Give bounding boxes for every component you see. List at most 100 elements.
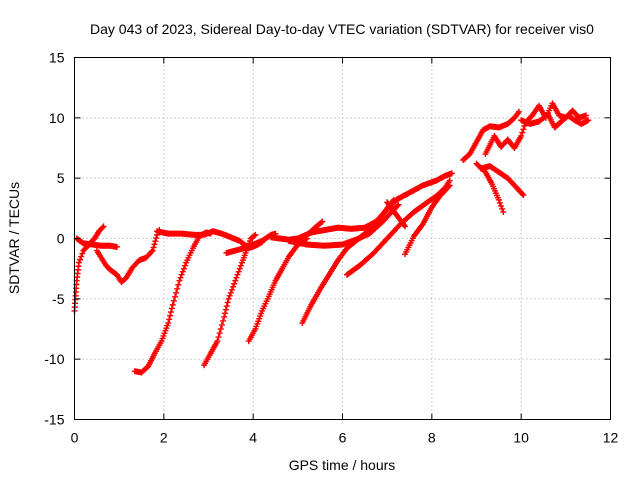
data-point <box>99 224 106 231</box>
data-point <box>178 271 185 278</box>
y-tick-label: 0 <box>57 231 65 247</box>
series-track-7 <box>201 231 259 369</box>
data-point <box>394 202 401 209</box>
data-point <box>496 199 503 206</box>
data-point <box>168 305 175 312</box>
data-point <box>519 191 526 198</box>
x-tick-label: 8 <box>428 430 436 446</box>
series-track-20 <box>477 163 527 199</box>
x-tick-label: 10 <box>513 430 529 446</box>
axis-ticks: 0 2 4 6 8 10 12 -15 -10 -5 0 5 10 15 <box>44 50 618 446</box>
data-point <box>445 183 452 190</box>
data-point <box>222 306 229 313</box>
data-point <box>519 129 526 136</box>
data-point <box>224 299 231 306</box>
data-point <box>100 223 107 230</box>
data-point <box>498 202 505 209</box>
series-track-12 <box>299 225 377 326</box>
data-point <box>78 253 85 260</box>
data-point <box>233 274 240 281</box>
data-marks <box>71 100 592 376</box>
x-tick-label: 2 <box>160 430 168 446</box>
data-point <box>167 312 174 319</box>
series-track-14 <box>343 177 453 278</box>
data-point <box>318 219 325 226</box>
data-point <box>518 132 525 139</box>
data-point <box>77 256 84 263</box>
data-point <box>234 271 241 278</box>
data-point <box>175 281 182 288</box>
series-track-6 <box>201 228 266 252</box>
data-point <box>214 338 221 345</box>
series-track-2 <box>73 235 120 250</box>
data-point <box>151 241 158 248</box>
series-track-4 <box>154 228 205 238</box>
data-point <box>222 310 229 317</box>
data-point <box>176 277 183 284</box>
data-point <box>75 259 82 266</box>
data-point <box>220 317 227 324</box>
y-tick-label: -15 <box>44 412 64 428</box>
data-point <box>223 303 230 310</box>
data-point <box>232 277 239 284</box>
data-point <box>520 192 527 199</box>
data-point <box>180 265 187 272</box>
x-tick-label: 12 <box>603 430 619 446</box>
series-track-17 <box>384 199 409 230</box>
data-point <box>150 244 157 251</box>
data-point <box>227 289 234 296</box>
y-tick-label: -5 <box>52 291 65 307</box>
series-track-3 <box>93 227 163 285</box>
data-point <box>499 205 506 212</box>
data-point <box>152 238 159 245</box>
data-point <box>166 316 173 323</box>
data-point <box>585 117 592 124</box>
data-point <box>231 280 238 287</box>
series-track-22 <box>518 111 592 131</box>
y-tick-label: -10 <box>44 351 64 367</box>
y-axis-label: SDTVAR / TECUs <box>6 182 22 294</box>
data-point <box>170 297 177 304</box>
y-tick-label: 5 <box>57 170 65 186</box>
data-point <box>172 293 178 300</box>
data-point <box>177 274 184 281</box>
data-point <box>446 182 453 189</box>
data-point <box>251 232 258 239</box>
data-point <box>448 170 455 177</box>
data-point <box>167 309 174 316</box>
data-point <box>515 108 522 115</box>
chart-title: Day 043 of 2023, Sidereal Day-to-day VTE… <box>90 21 594 37</box>
data-point <box>218 321 225 328</box>
x-tick-label: 6 <box>339 430 347 446</box>
data-point <box>237 262 244 269</box>
data-point <box>174 285 181 292</box>
data-point <box>153 235 160 242</box>
data-point <box>228 286 235 293</box>
series-track-5 <box>131 229 214 376</box>
data-point <box>495 196 502 203</box>
data-point <box>216 330 223 337</box>
data-point <box>230 283 237 290</box>
data-point <box>402 223 409 230</box>
data-point <box>582 112 589 119</box>
x-tick-label: 4 <box>249 430 257 446</box>
data-point <box>319 218 326 225</box>
data-point <box>235 268 242 275</box>
data-point <box>500 208 507 215</box>
data-point <box>179 268 186 275</box>
data-point <box>221 313 228 320</box>
data-point <box>520 126 527 133</box>
series-track-9 <box>245 235 310 345</box>
data-point <box>217 326 224 332</box>
data-point <box>236 265 243 272</box>
data-point <box>113 243 120 250</box>
series-track-1 <box>71 223 107 314</box>
data-point <box>225 295 232 302</box>
data-point <box>149 247 156 254</box>
data-point <box>148 248 155 255</box>
series-track-16 <box>402 182 453 258</box>
data-point <box>79 250 86 257</box>
data-point <box>173 289 180 296</box>
data-point <box>169 301 176 308</box>
